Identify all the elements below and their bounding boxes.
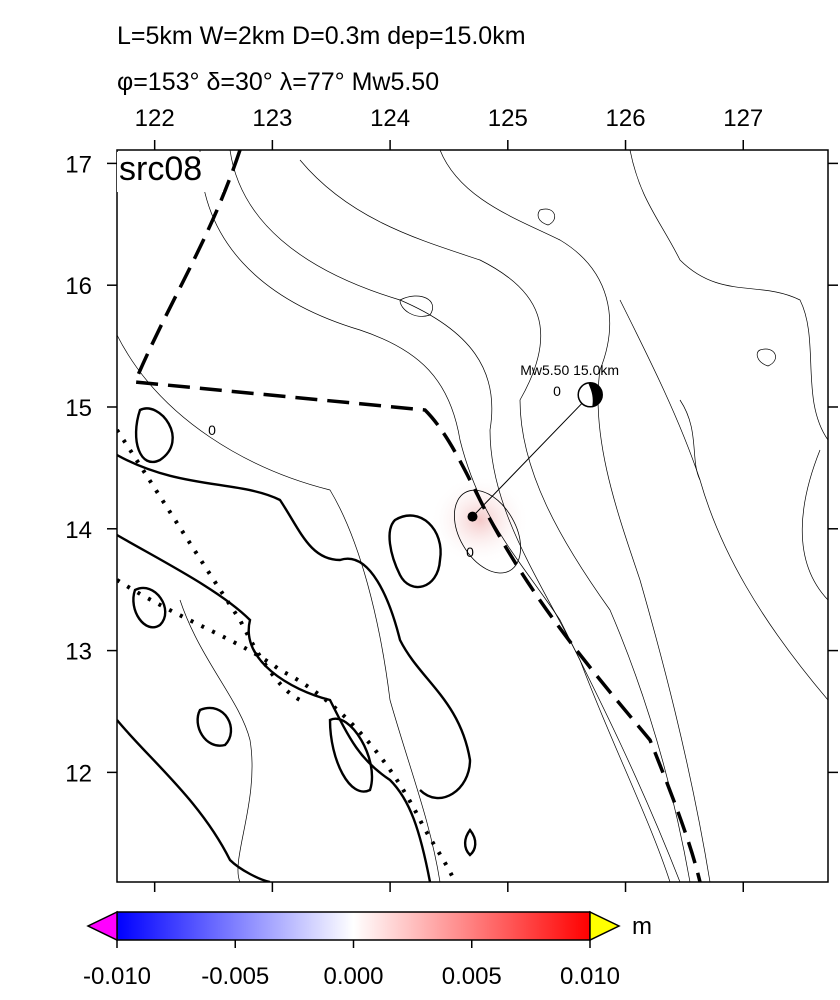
- colorbar-low-triangle: [86, 910, 118, 942]
- displacement-blob: [430, 475, 530, 565]
- x-tick-label: 125: [488, 105, 528, 132]
- colorbar-tick-label: -0.005: [201, 963, 269, 990]
- header-line2: φ=153° δ=30° λ=77° Mw5.50: [117, 68, 439, 96]
- contour-label: 0: [553, 383, 561, 399]
- epicenter: [467, 511, 478, 522]
- y-tick-label: 16: [65, 273, 92, 300]
- colorbar: m -0.010 -0.005 0.000 0.005 0.010: [83, 910, 652, 990]
- x-tick-label: 123: [252, 105, 292, 132]
- x-tick-label: 127: [723, 105, 763, 132]
- plate-boundary: [132, 150, 702, 882]
- contour-label: 0: [466, 544, 474, 560]
- rupture-area: [454, 489, 521, 574]
- contour-label: 0: [208, 422, 216, 438]
- header-line1: L=5km W=2km D=0.3m dep=15.0km: [117, 22, 526, 50]
- colorbar-tick-label: 0.005: [442, 963, 502, 990]
- beachball-compression: [588, 382, 603, 407]
- mechanism-leader: [472, 394, 591, 517]
- colorbar-tick-label: 0.010: [560, 963, 620, 990]
- x-tick-label: 122: [135, 105, 175, 132]
- colorbar-tick-label: -0.010: [83, 963, 151, 990]
- colorbar-gradient: [116, 911, 591, 941]
- label-bg: [117, 152, 223, 192]
- mechanism-label: Mw5.50 15.0km: [520, 362, 619, 378]
- x-tick-label: 126: [606, 105, 646, 132]
- x-tick-label: 124: [370, 105, 410, 132]
- source-label: src08: [119, 150, 202, 188]
- y-tick-label: 13: [65, 639, 92, 666]
- coastline: [117, 407, 477, 882]
- colorbar-unit: m: [632, 913, 652, 940]
- y-tick-label: 17: [65, 151, 92, 178]
- fault-traces: [117, 428, 457, 882]
- y-tick-label: 12: [65, 760, 92, 787]
- map-frame: [116, 149, 829, 883]
- y-tick-label: 15: [65, 395, 92, 422]
- colorbar-high-triangle: [589, 910, 621, 942]
- colorbar-tick-label: 0.000: [323, 963, 383, 990]
- y-tick-label: 14: [65, 517, 92, 544]
- map-layers: [117, 150, 828, 882]
